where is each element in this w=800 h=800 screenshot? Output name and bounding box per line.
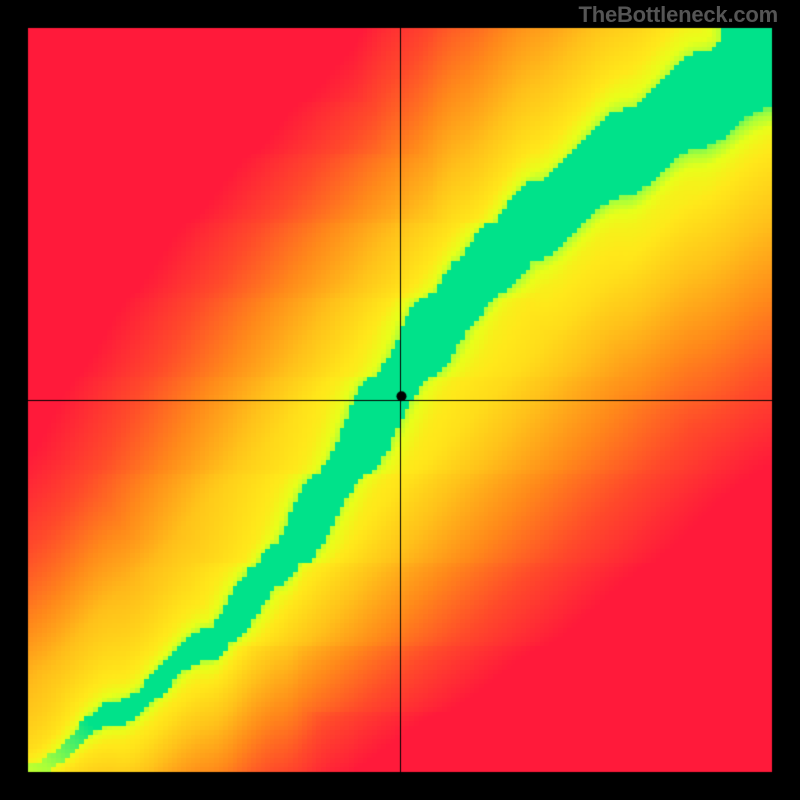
bottleneck-heatmap-canvas bbox=[0, 0, 800, 800]
chart-container: TheBottleneck.com bbox=[0, 0, 800, 800]
watermark-label: TheBottleneck.com bbox=[578, 2, 778, 28]
